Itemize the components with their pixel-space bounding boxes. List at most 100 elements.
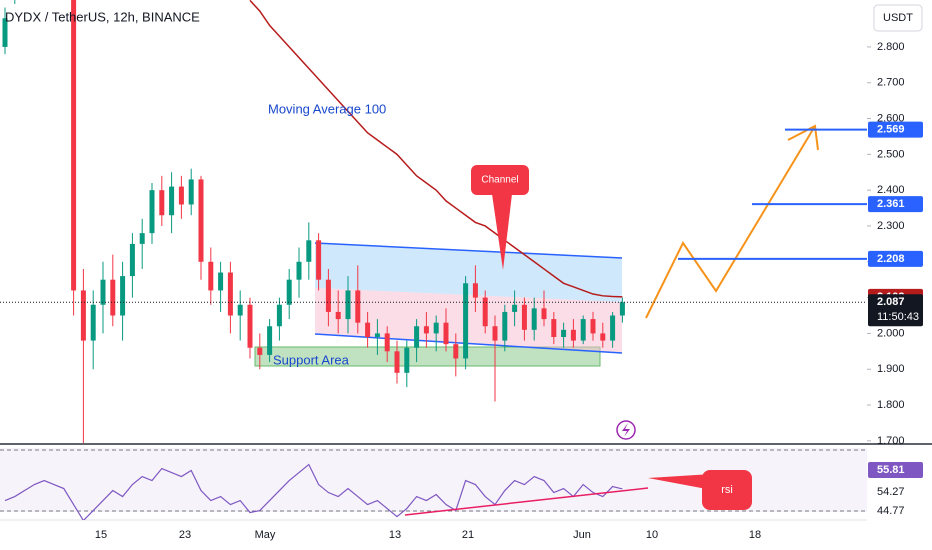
channel-lower-fill	[315, 288, 622, 353]
channel-upper	[314, 242, 623, 259]
candle-body	[541, 308, 547, 320]
projection-path	[645, 125, 816, 319]
chart-title: DYDX / TetherUS, 12h, BINANCE	[5, 9, 200, 24]
channel-label: Channel	[481, 175, 518, 186]
candle-body	[433, 322, 439, 334]
channel-pointer	[492, 194, 512, 270]
x-tick-label: 23	[179, 529, 191, 541]
candle-body	[188, 179, 194, 205]
candle-body	[472, 283, 478, 298]
candle-body	[267, 326, 273, 355]
candle-body	[404, 347, 410, 373]
candle-body	[71, 0, 77, 291]
y-tick-label: 1.800	[877, 399, 905, 411]
x-tick-label: May	[255, 529, 276, 541]
candle-body	[374, 333, 380, 337]
candle-body	[227, 272, 233, 316]
candle-body	[296, 261, 302, 280]
candle-body	[335, 311, 341, 320]
x-tick-label: 15	[95, 529, 107, 541]
candle-body	[80, 290, 86, 341]
candle-body	[159, 190, 165, 216]
ma-line	[249, 0, 623, 298]
last-price-bg	[868, 294, 923, 327]
candle-body	[276, 304, 282, 327]
candle-body	[531, 308, 537, 330]
x-tick-label: 18	[749, 529, 761, 541]
candle-body	[619, 302, 625, 316]
candle-body	[453, 344, 459, 359]
y-tick-label: 2.300	[877, 220, 905, 232]
rsi-label: rsi	[721, 484, 733, 496]
channel-lower	[314, 333, 623, 354]
x-tick-label: 21	[462, 529, 474, 541]
rsi-tick-label: 44.77	[877, 505, 905, 517]
y-tick-label: 2.600	[877, 112, 905, 124]
candle-body	[218, 272, 224, 291]
candle-body	[610, 315, 616, 341]
candle-body	[90, 304, 96, 341]
candle-body	[443, 322, 449, 345]
candle-body	[482, 297, 488, 327]
candle-body	[570, 329, 576, 341]
candle-body	[561, 329, 567, 337]
x-tick-label: 10	[646, 529, 658, 541]
event-bolt	[622, 423, 630, 437]
candle-body	[208, 261, 214, 291]
channel-callout	[471, 165, 529, 195]
support-area	[254, 346, 601, 367]
candle-body	[414, 326, 420, 348]
candle-body	[198, 179, 204, 262]
channel-upper-fill	[315, 243, 622, 302]
candle-body	[394, 351, 400, 373]
level-badge-bg	[868, 250, 923, 267]
x-tick-label: 13	[389, 529, 401, 541]
candle-body	[257, 347, 263, 355]
candle-body	[247, 304, 253, 348]
countdown: 11:50:43	[877, 311, 919, 323]
rsi-tick-label: 54.27	[877, 486, 905, 498]
candle-body	[365, 322, 371, 337]
level-badge-bg	[868, 121, 923, 138]
candle-body	[169, 186, 175, 216]
candle-body	[551, 319, 557, 337]
ma-label: Moving Average 100	[268, 101, 386, 116]
rsi-badge: 55.81	[877, 464, 905, 476]
last-price: 2.087	[877, 296, 905, 308]
candle-body	[129, 243, 135, 277]
candle-body	[2, 18, 8, 47]
x-tick-label: Jun	[573, 529, 591, 541]
candle-body	[521, 304, 527, 330]
candle-body	[178, 186, 184, 205]
candle-body	[149, 190, 155, 234]
candle-body	[120, 276, 126, 316]
candle-body	[237, 304, 243, 316]
candle-body	[590, 319, 596, 334]
projection-arrow	[787, 124, 819, 151]
y-tick-label: 1.900	[877, 363, 905, 375]
candle-body	[316, 240, 322, 280]
candle-body	[345, 290, 351, 320]
candle-body	[306, 240, 312, 262]
candle-body	[600, 333, 606, 341]
candle-body	[492, 326, 498, 341]
candle-body	[384, 333, 390, 352]
currency-label: USDT	[883, 12, 913, 24]
rsi-line	[4, 463, 623, 520]
price-pane	[2, 0, 625, 443]
level-badge: 2.569	[877, 124, 905, 136]
y-tick-label: 2.700	[877, 77, 905, 89]
y-tick-label: 2.500	[877, 148, 905, 160]
candle-body	[502, 311, 508, 341]
y-tick-label: 2.400	[877, 184, 905, 196]
candle-body	[463, 283, 469, 359]
y-tick-label: 2.000	[877, 327, 905, 339]
rsi-badge-bg	[868, 462, 923, 478]
currency-box[interactable]	[873, 4, 923, 32]
candle-body	[423, 326, 429, 334]
level-badge-bg	[868, 196, 923, 213]
price-axis	[867, 0, 932, 550]
rsi-pointer	[648, 474, 712, 490]
y-tick-label: 1.700	[877, 435, 905, 447]
